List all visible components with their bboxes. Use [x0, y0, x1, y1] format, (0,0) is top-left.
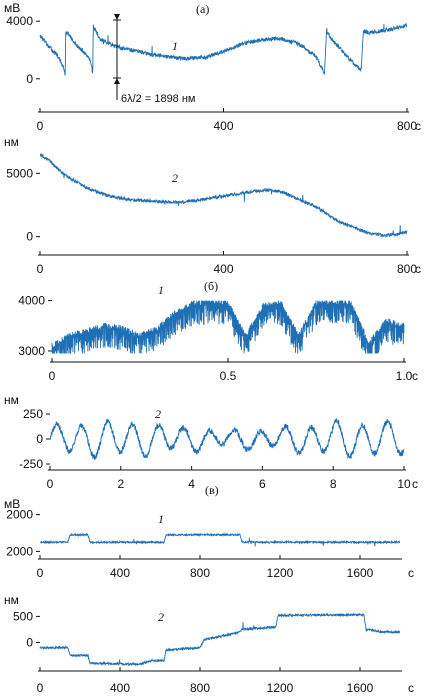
x-tick-label: 800 [397, 262, 417, 276]
x-tick-label: 0 [47, 477, 54, 491]
x-tick-label: 0 [49, 369, 56, 383]
x-tick-label: 800 [397, 119, 417, 133]
y-unit-label: нм [4, 135, 19, 149]
panel-title-c: (в) [205, 483, 219, 497]
series-number-label: 2 [172, 171, 178, 185]
y-tick-label: 4000 [18, 294, 45, 308]
y-unit-label: мВ [4, 1, 20, 15]
chart-b2: 0 2 4 6 8 10 с -250 0 250 нм 2 [4, 393, 418, 491]
series-number-label: 1 [158, 512, 164, 526]
annotation-marker [113, 14, 121, 100]
x-tick-label: 2 [117, 477, 124, 491]
data-series-line [39, 153, 408, 238]
x-tick-label: 0.5 [220, 369, 237, 383]
x-tick-label: 10 [397, 477, 411, 491]
data-series-line [39, 22, 408, 76]
series-number-label: 1 [158, 283, 164, 297]
y-tick-label: 5000 [6, 166, 33, 180]
y-tick-label: 4000 [6, 14, 33, 28]
data-series-line [51, 300, 405, 354]
x-tick-label: 800 [190, 681, 210, 695]
y-unit-label: мВ [4, 497, 20, 511]
x-tick-label: 0 [37, 262, 44, 276]
x-tick-label: 1600 [347, 566, 374, 580]
y-tick-label: 500 [13, 609, 33, 623]
y-tick-label: 0 [26, 230, 33, 244]
x-unit-label: с [412, 477, 418, 491]
x-tick-label: 1.0 [396, 369, 413, 383]
x-tick-label: 0 [37, 119, 44, 133]
y-tick-label: -250 [19, 457, 43, 471]
x-unit-label: с [412, 369, 418, 383]
x-tick-label: 800 [190, 566, 210, 580]
y-tick-label: 0 [26, 635, 33, 649]
data-series-line [49, 417, 405, 461]
y-tick-label: 0 [36, 432, 43, 446]
x-tick-label: 400 [213, 119, 233, 133]
series-number-label: 1 [172, 39, 178, 53]
y-unit-label: нм [4, 393, 19, 407]
chart-c2: 0 400 800 1200 1600 с 0 500 нм 2 [4, 593, 414, 695]
y-tick-label: 0 [26, 72, 33, 86]
x-tick-label: 4 [188, 477, 195, 491]
y-unit-label: нм [4, 593, 19, 607]
x-unit-label: с [408, 566, 414, 580]
x-tick-label: 400 [213, 262, 233, 276]
x-tick-label: 6 [259, 477, 266, 491]
y-tick-label: 2000 [6, 544, 33, 558]
data-series-line [39, 612, 401, 667]
x-tick-label: 400 [110, 681, 130, 695]
panel-title-a: (а) [196, 2, 209, 16]
data-series-line [39, 532, 401, 547]
x-tick-label: 0 [37, 681, 44, 695]
x-unit-label: с [408, 681, 414, 695]
series-number-label: 2 [155, 407, 161, 421]
annotation-text: 6λ/2 = 1898 нм [121, 93, 196, 105]
y-tick-label: 3000 [18, 344, 45, 358]
panel-title-b: (б) [204, 279, 218, 293]
chart-b1: 0 0.5 1.0 с 3000 4000 1 [18, 283, 418, 383]
x-tick-label: 1200 [267, 681, 294, 695]
x-tick-label: 1200 [267, 566, 294, 580]
y-tick-label: 250 [23, 407, 43, 421]
x-tick-label: 400 [110, 566, 130, 580]
x-tick-label: 8 [330, 477, 337, 491]
x-tick-label: 0 [37, 566, 44, 580]
x-tick-label: 1600 [347, 681, 374, 695]
y-tick-label: 2000 [6, 508, 33, 522]
x-unit-label: с [415, 119, 421, 133]
series-number-label: 2 [158, 610, 164, 624]
x-unit-label: с [415, 262, 421, 276]
